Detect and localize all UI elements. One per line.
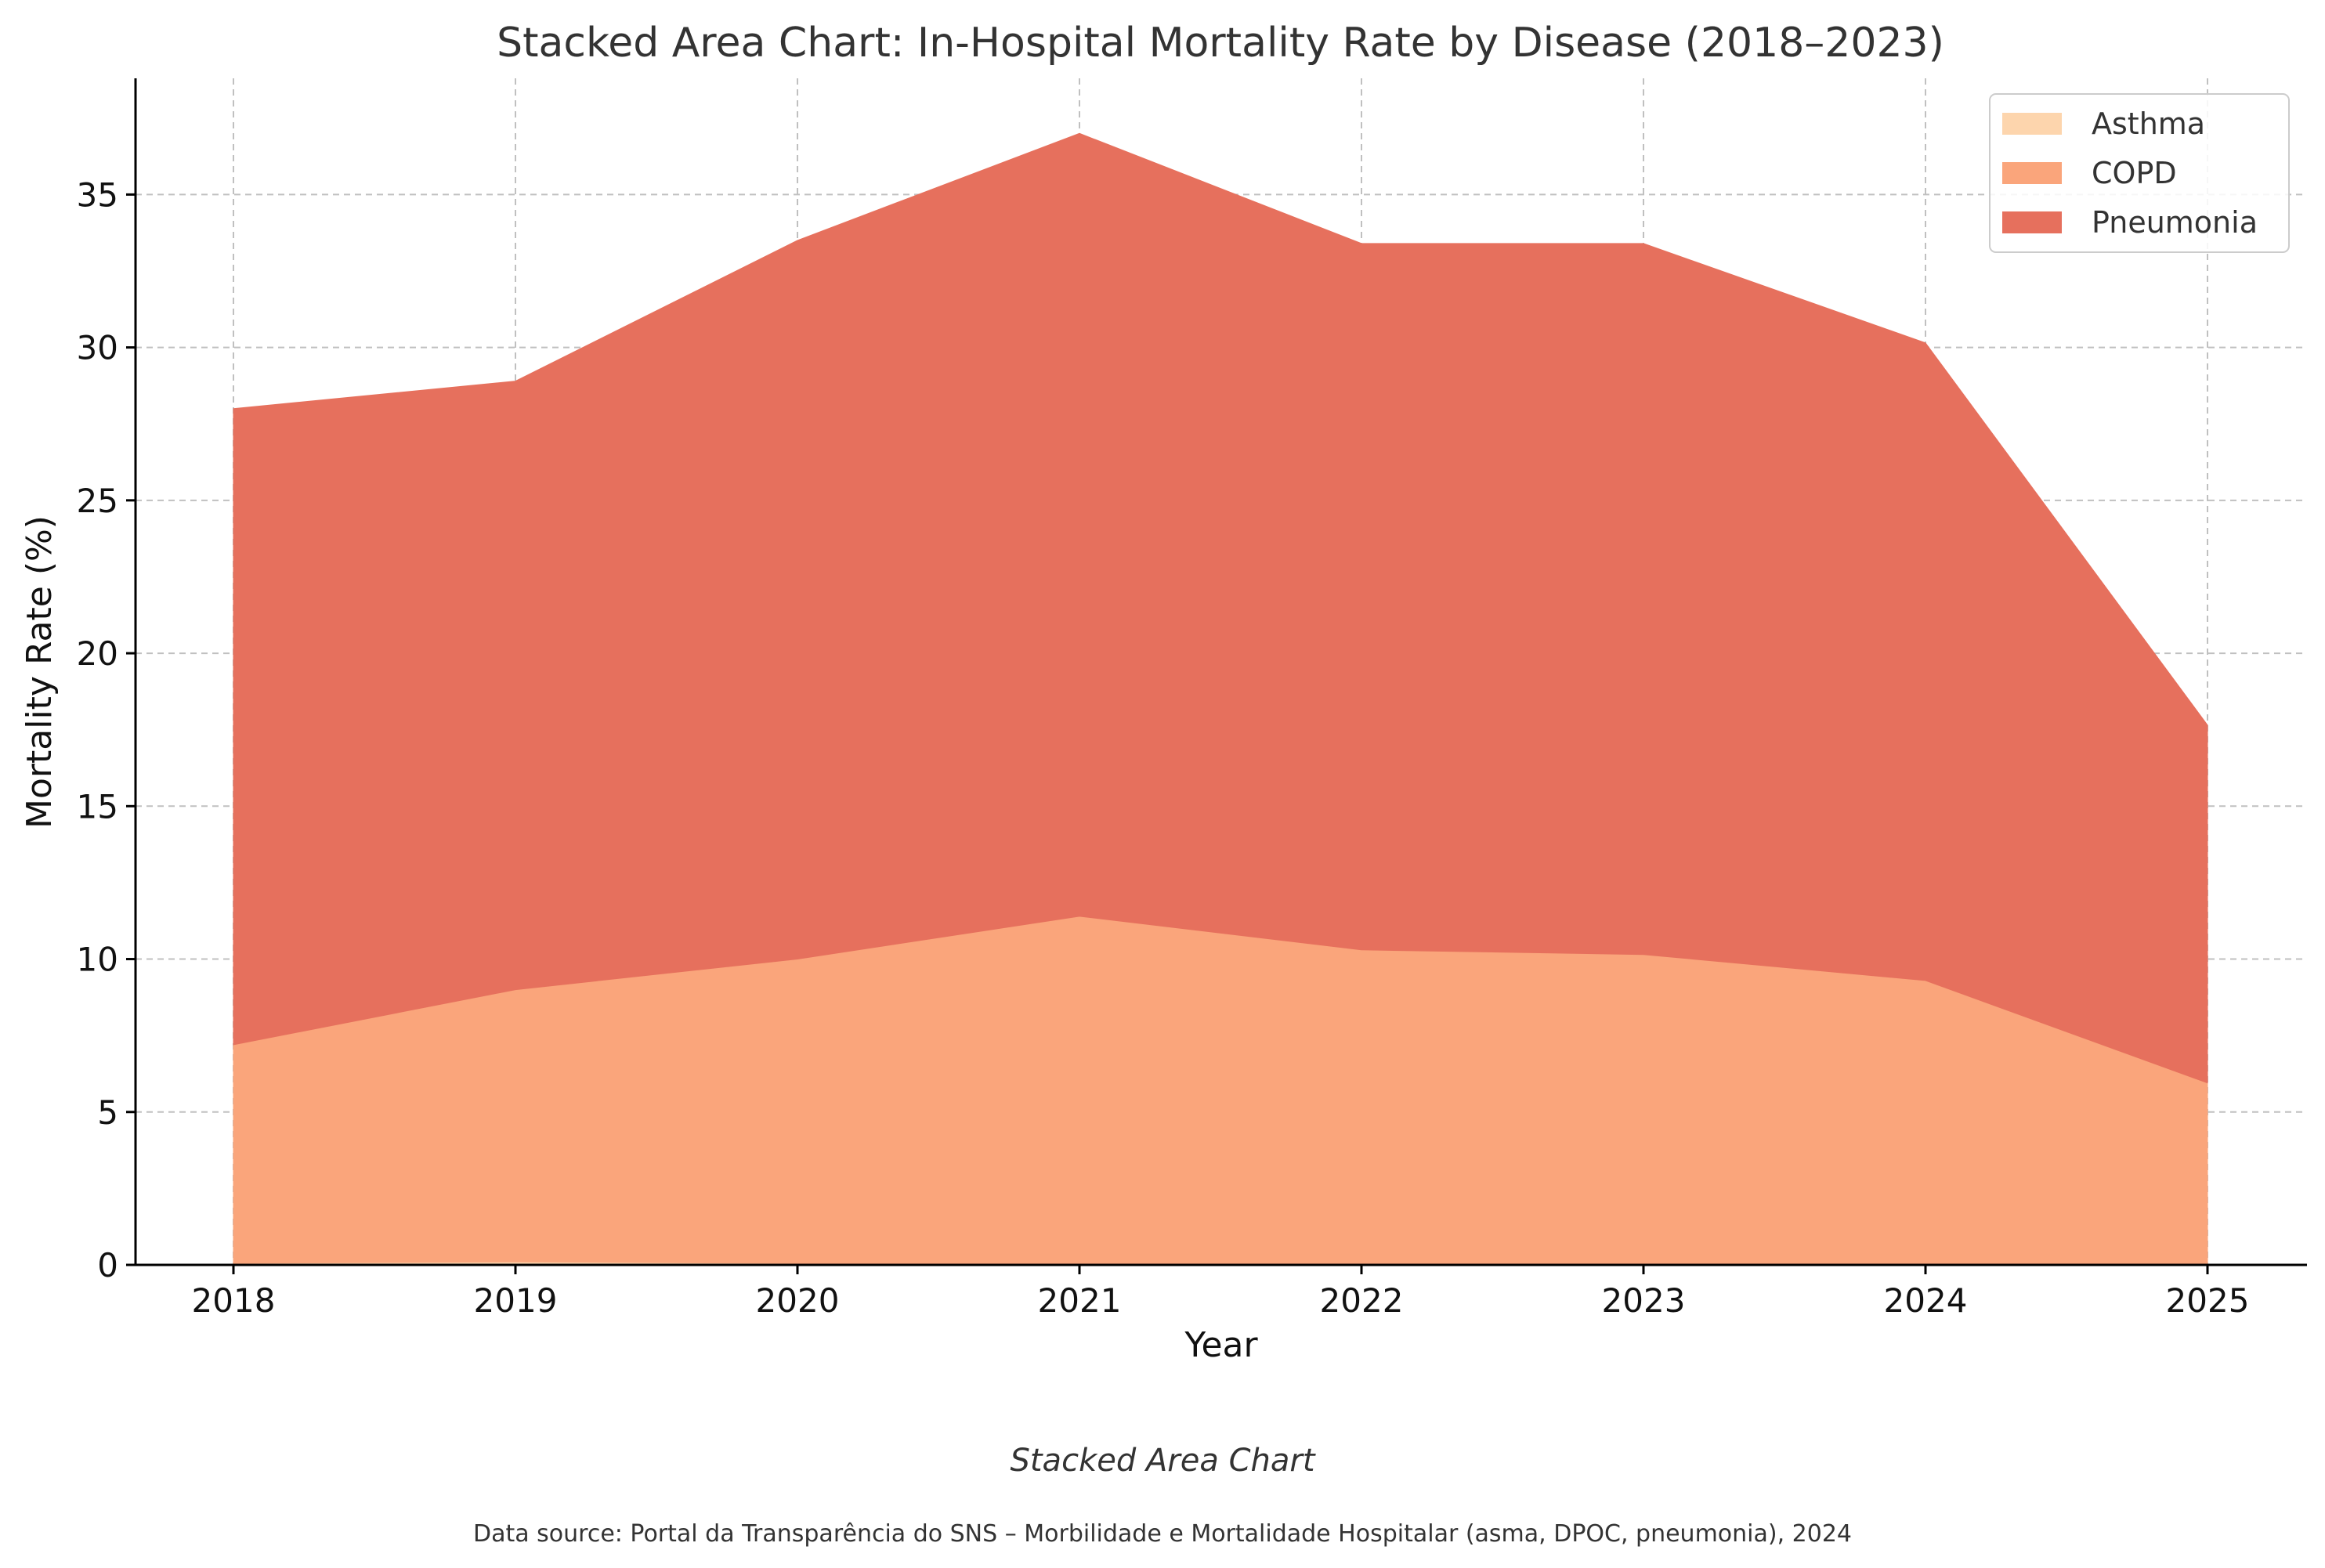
legend-swatch-asthma [2002, 113, 2062, 135]
x-axis-label: Year [1184, 1325, 1258, 1365]
x-tick-label: 2023 [1602, 1281, 1686, 1320]
axes [134, 78, 2307, 1266]
y-tick-label: 35 [77, 175, 118, 214]
chart-caption: Stacked Area Chart [1010, 1443, 1315, 1479]
y-tick-label: 0 [97, 1246, 118, 1284]
x-tick-label: 2024 [1884, 1281, 1968, 1320]
data-source-note: Data source: Portal da Transparência do … [473, 1520, 1852, 1548]
y-tick-label: 5 [97, 1093, 118, 1132]
area-series-group [233, 132, 2208, 1266]
legend-swatch-copd [2002, 162, 2062, 184]
y-ticks: 0 5 10 15 20 25 30 35 [77, 175, 136, 1284]
y-tick-label: 20 [77, 634, 118, 673]
y-tick-label: 15 [77, 787, 118, 826]
legend-label-pneumonia: Pneumonia [2092, 205, 2258, 240]
legend: Asthma COPD Pneumonia [1989, 93, 2290, 253]
area-pneumonia [233, 132, 2208, 1084]
x-tick-label: 2020 [756, 1281, 840, 1320]
legend-swatch-pneumonia [2002, 211, 2062, 233]
x-tick-label: 2021 [1038, 1281, 1122, 1320]
x-tick-label: 2025 [2166, 1281, 2250, 1320]
legend-label-copd: COPD [2092, 156, 2177, 190]
y-tick-label: 10 [77, 941, 118, 979]
y-tick-label: 25 [77, 482, 118, 520]
legend-box [1989, 93, 2290, 253]
legend-label-asthma: Asthma [2092, 107, 2205, 141]
y-tick-label: 30 [77, 329, 118, 367]
x-tick-label: 2018 [192, 1281, 276, 1320]
chart-title: Stacked Area Chart: In-Hospital Mortalit… [497, 20, 1944, 67]
y-axis-label: Mortality Rate (%) [20, 515, 60, 829]
x-tick-label: 2022 [1320, 1281, 1404, 1320]
x-ticks: 2018 2019 2020 2021 2022 2023 2024 2025 [192, 1265, 2250, 1320]
x-tick-label: 2019 [474, 1281, 558, 1320]
